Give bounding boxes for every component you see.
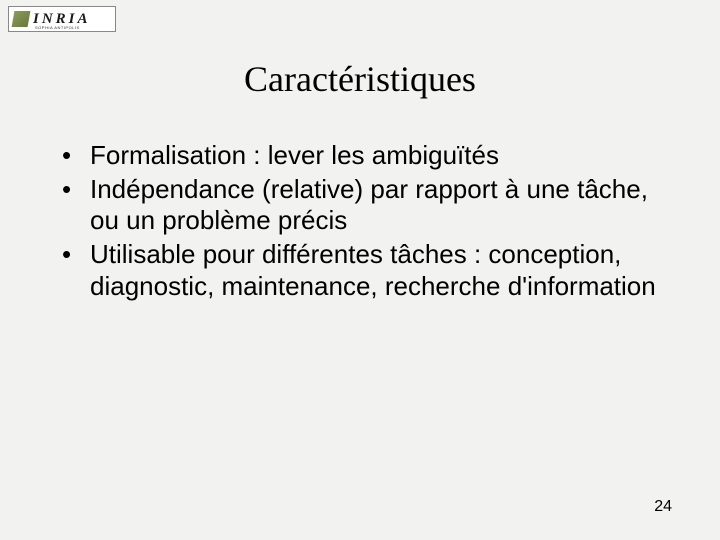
bullet-item: • Formalisation : lever les ambiguïtés [54,140,666,172]
bullet-item: • Indépendance (relative) par rapport à … [54,174,666,237]
bullet-mark-icon: • [54,239,90,302]
bullet-text: Indépendance (relative) par rapport à un… [90,174,666,237]
logo: INRIA SOPHIA ANTIPOLIS [8,6,116,32]
page-number: 24 [654,498,672,516]
bullet-mark-icon: • [54,140,90,172]
logo-subtext: SOPHIA ANTIPOLIS [35,25,80,30]
bullet-text: Utilisable pour différentes tâches : con… [90,239,666,302]
bullet-item: • Utilisable pour différentes tâches : c… [54,239,666,302]
slide-content: • Formalisation : lever les ambiguïtés •… [54,140,666,305]
slide-title: Caractéristiques [0,58,720,100]
logo-mark-icon [12,11,31,27]
bullet-text: Formalisation : lever les ambiguïtés [90,140,666,172]
bullet-mark-icon: • [54,174,90,237]
